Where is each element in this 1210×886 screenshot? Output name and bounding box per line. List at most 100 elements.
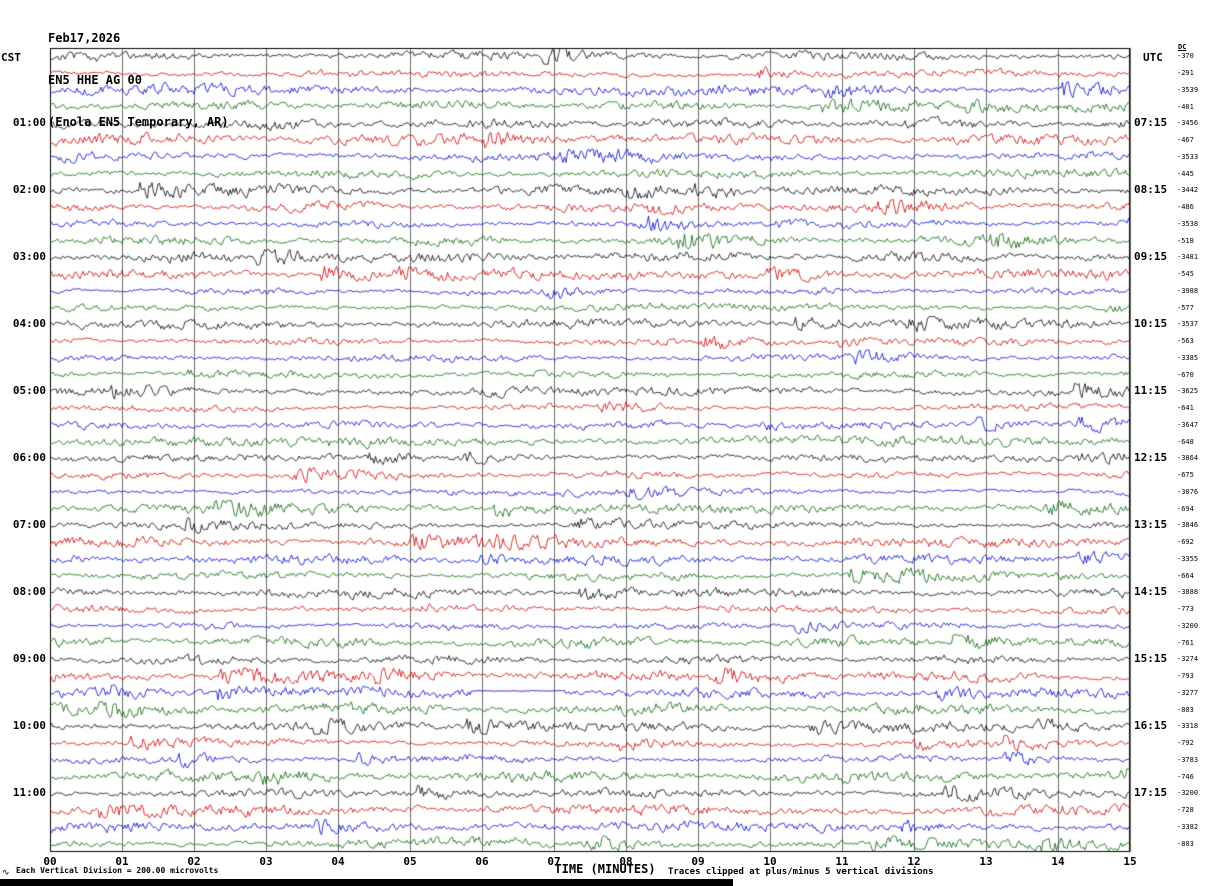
utc-hour-label: 14:15	[1134, 585, 1168, 599]
minute-tick-label: 05	[403, 855, 417, 868]
dc-value: -563	[1177, 337, 1194, 346]
dc-value: -486	[1177, 203, 1194, 212]
plot-header: Feb17,2026 EN5 HHE AG 00 (Enola EN5 Temp…	[48, 3, 229, 157]
header-date: Feb17,2026	[48, 31, 121, 45]
dc-value: -728	[1177, 806, 1194, 815]
dc-value: -3537	[1177, 320, 1199, 329]
minute-tick-label: 00	[43, 855, 57, 868]
dc-value: -792	[1177, 739, 1194, 748]
dc-value: -3988	[1177, 286, 1199, 295]
utc-hour-label: 07:15	[1134, 116, 1168, 130]
minute-tick-label: 08	[619, 855, 633, 868]
minute-tick-label: 10	[763, 855, 777, 868]
utc-hour-label: 12:15	[1134, 451, 1168, 465]
dc-value: -577	[1177, 303, 1194, 312]
dc-value: -3442	[1177, 186, 1199, 195]
header-station: EN5 HHE AG 00	[48, 73, 142, 87]
utc-hour-label: 13:15	[1134, 518, 1168, 532]
dc-value: -401	[1177, 102, 1194, 111]
utc-hour-label: 11:15	[1134, 384, 1168, 398]
dc-value: -803	[1177, 705, 1194, 714]
dc-value: -746	[1177, 772, 1194, 781]
utc-hour-label: 15:15	[1134, 652, 1168, 666]
cst-hour-label: 10:00	[12, 719, 46, 733]
dc-column-label: DC	[1178, 43, 1187, 51]
minute-tick-label: 02	[187, 855, 201, 868]
dc-value: -291	[1177, 69, 1194, 78]
minute-tick-label: 09	[691, 855, 705, 868]
cst-hour-label: 07:00	[12, 518, 46, 532]
dc-value: -3864	[1177, 454, 1199, 463]
cst-hour-label: 02:00	[12, 183, 46, 197]
dc-value: -3382	[1177, 822, 1199, 831]
dc-value: -3456	[1177, 119, 1199, 128]
dc-value: -3539	[1177, 85, 1199, 94]
dc-value: -3625	[1177, 387, 1199, 396]
minute-tick-label: 12	[907, 855, 921, 868]
dc-value: -803	[1177, 839, 1194, 848]
cst-hour-label: 05:00	[12, 384, 46, 398]
dc-value: -3846	[1177, 521, 1199, 530]
dc-value: -370	[1177, 52, 1194, 61]
dc-value: -518	[1177, 236, 1194, 245]
dc-value: -761	[1177, 638, 1194, 647]
dc-value: -3200	[1177, 789, 1199, 798]
minute-tick-label: 07	[547, 855, 561, 868]
utc-hour-label: 08:15	[1134, 183, 1168, 197]
dc-value: -3355	[1177, 554, 1199, 563]
utc-hour-label: 09:15	[1134, 250, 1168, 264]
dc-value: -3533	[1177, 152, 1199, 161]
minute-tick-label: 13	[979, 855, 993, 868]
dc-value: -3647	[1177, 420, 1199, 429]
cst-hour-label: 01:00	[12, 116, 46, 130]
cst-hour-label: 09:00	[12, 652, 46, 666]
minute-tick-label: 11	[835, 855, 849, 868]
dc-value: -3888	[1177, 588, 1199, 597]
minute-tick-label: 15	[1123, 855, 1137, 868]
minute-tick-label: 04	[331, 855, 345, 868]
dc-value: -3538	[1177, 219, 1199, 228]
dc-value: -692	[1177, 538, 1194, 547]
dc-value: -3318	[1177, 722, 1199, 731]
dc-value: -3200	[1177, 621, 1199, 630]
dc-value: -3274	[1177, 655, 1199, 664]
cst-hour-label: 04:00	[12, 317, 46, 331]
wave-icon: ∿	[2, 868, 10, 878]
dc-value: -3481	[1177, 253, 1199, 262]
utc-hour-label: 10:15	[1134, 317, 1168, 331]
dc-value: -793	[1177, 672, 1194, 681]
dc-value: -3385	[1177, 353, 1199, 362]
dc-value: -3277	[1177, 688, 1199, 697]
cst-hour-label: 11:00	[12, 786, 46, 800]
utc-axis-label: UTC	[1143, 51, 1163, 64]
utc-hour-label: 16:15	[1134, 719, 1168, 733]
bottom-bar	[0, 879, 733, 886]
cst-hour-label: 06:00	[12, 451, 46, 465]
utc-hour-label: 17:15	[1134, 786, 1168, 800]
dc-value: -670	[1177, 370, 1194, 379]
minute-tick-label: 01	[115, 855, 129, 868]
cst-axis-label: CST	[1, 51, 21, 64]
dc-value: -773	[1177, 605, 1194, 614]
dc-value: -641	[1177, 404, 1194, 413]
minute-tick-label: 06	[475, 855, 489, 868]
dc-value: -664	[1177, 571, 1194, 580]
dc-value: -675	[1177, 471, 1194, 480]
cst-hour-label: 08:00	[12, 585, 46, 599]
minute-tick-label: 14	[1051, 855, 1065, 868]
dc-value: -467	[1177, 136, 1194, 145]
scale-note: Each Vertical Division = 200.00 microvol…	[16, 866, 219, 875]
header-location: (Enola EN5 Temporary, AR)	[48, 115, 229, 129]
dc-value: -648	[1177, 437, 1194, 446]
dc-value: -445	[1177, 169, 1194, 178]
minute-tick-label: 03	[259, 855, 273, 868]
dc-value: -3076	[1177, 487, 1199, 496]
dc-value: -545	[1177, 270, 1194, 279]
cst-hour-label: 03:00	[12, 250, 46, 264]
dc-value: -694	[1177, 504, 1194, 513]
x-axis-title: TIME (MINUTES)	[554, 862, 656, 876]
clip-note: Traces clipped at plus/minus 5 vertical …	[668, 867, 934, 877]
dc-value: -3783	[1177, 755, 1199, 764]
